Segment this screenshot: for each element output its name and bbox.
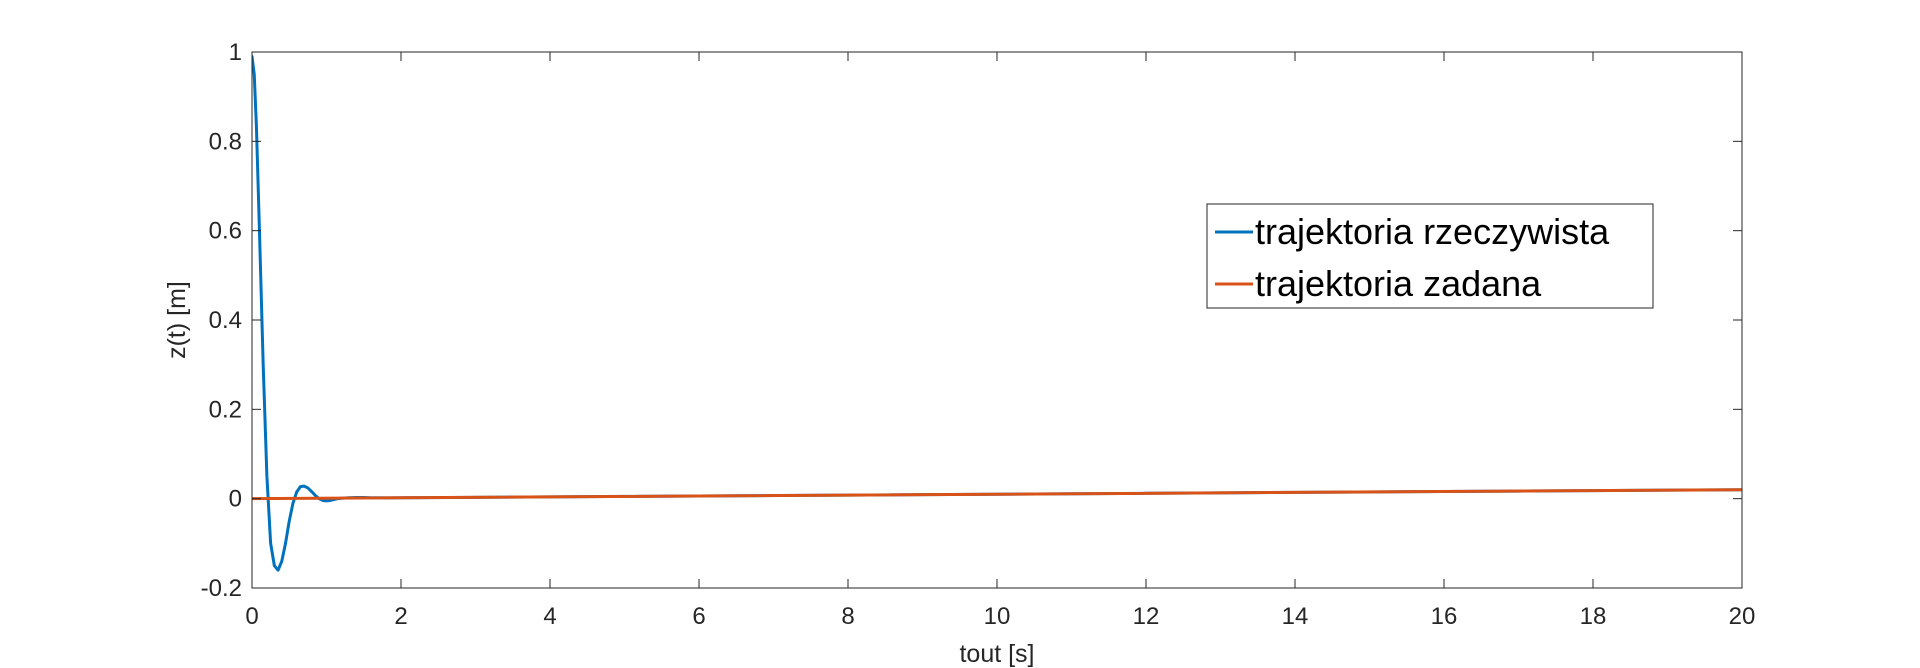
x-tick-label: 10 (984, 603, 1011, 630)
y-tick-label: -0.2 (201, 575, 242, 602)
x-tick-label: 0 (245, 603, 258, 630)
y-tick-label: 0.8 (209, 128, 242, 155)
x-tick-label: 18 (1580, 603, 1607, 630)
x-tick-label: 8 (841, 603, 854, 630)
legend-box (1206, 203, 1654, 309)
x-tick-label: 6 (692, 603, 705, 630)
x-tick-label: 14 (1282, 603, 1309, 630)
y-tick-label: 0.2 (209, 396, 242, 423)
y-tick-label: 1 (229, 39, 242, 66)
series-line-2 (252, 488, 1742, 501)
x-tick-label: 4 (543, 603, 556, 630)
legend-label-2: trajektoria zadana (1255, 263, 1542, 304)
y-tick-label: 0.6 (209, 218, 242, 245)
y-axis-label: z(t) [m] (163, 281, 191, 359)
x-axis-ticks: 0 2 4 6 8 10 12 14 16 18 20 (245, 52, 1755, 630)
x-tick-label: 16 (1431, 603, 1458, 630)
legend: trajektoria rzeczywista trajektoria zadan… (1206, 203, 1654, 309)
y-axis-ticks: -0.2 0 0.2 0.4 0.6 0.8 1 (201, 39, 1742, 602)
y-tick-label: 0.4 (209, 307, 242, 334)
plot-background (252, 52, 1742, 588)
legend-label-1: trajektoria rzeczywista (1255, 211, 1610, 252)
x-tick-label: 2 (394, 603, 407, 630)
x-tick-label: 20 (1729, 603, 1756, 630)
x-tick-label: 12 (1133, 603, 1160, 630)
y-tick-label: 0 (229, 486, 242, 513)
series-layer (252, 54, 1742, 572)
x-axis-label: tout [s] (959, 640, 1034, 668)
plot-area (252, 52, 1742, 588)
